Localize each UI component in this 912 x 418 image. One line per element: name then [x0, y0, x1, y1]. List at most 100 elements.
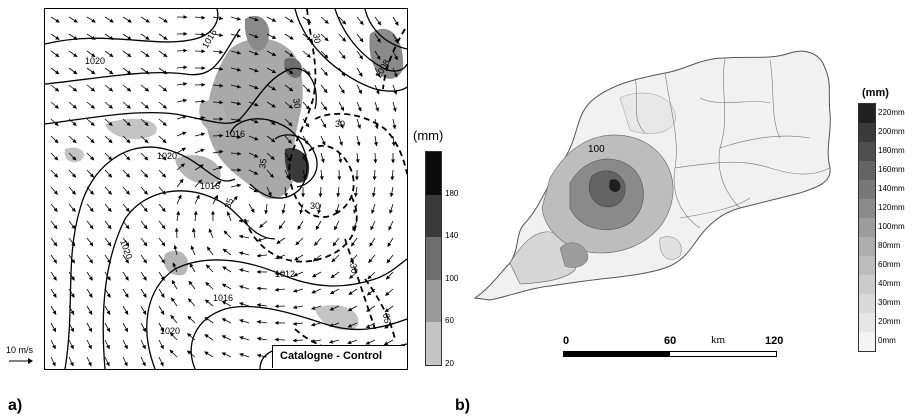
wind-vector: [239, 268, 250, 273]
wind-vector: [158, 33, 168, 40]
wind-vector: [347, 339, 358, 345]
wind-vector: [248, 135, 259, 141]
wind-vector: [140, 271, 147, 281]
wind-vector: [230, 135, 242, 140]
wind-vector: [314, 237, 322, 246]
wind-vector: [293, 271, 304, 277]
wind-vector: [239, 353, 250, 358]
wind-vector: [248, 50, 259, 56]
wind-vector: [212, 180, 222, 188]
wind-vector: [295, 237, 304, 246]
wind-vector: [104, 118, 113, 126]
wind-vector: [86, 220, 94, 230]
wind-vector: [86, 271, 93, 281]
wind-vector: [312, 271, 322, 278]
wind-vector: [204, 351, 214, 358]
contour-label: 30: [348, 263, 360, 275]
wind-vector: [68, 152, 77, 161]
wind-vector: [338, 50, 346, 60]
wind-vector: [284, 84, 294, 92]
wind-vector: [264, 203, 269, 215]
wind-vector: [248, 186, 258, 193]
wind-vector: [50, 305, 57, 315]
wind-vector: [158, 84, 168, 92]
wind-vector: [189, 263, 196, 273]
wind-vector: [140, 50, 150, 58]
wind-vector: [248, 67, 259, 73]
wind-vector: [221, 335, 232, 341]
wind-vector: [104, 152, 113, 161]
wind-vector: [190, 245, 196, 256]
wind-vector: [158, 254, 166, 264]
wind-vector: [226, 211, 232, 222]
contour-label-100: 100: [588, 144, 605, 155]
wind-vector: [311, 305, 322, 310]
wind-vector: [174, 227, 179, 239]
wind-vector: [256, 253, 268, 258]
wind-vector: [239, 302, 250, 307]
wind-vector: [369, 237, 376, 247]
wind-vector: [374, 101, 379, 112]
wind-vector: [50, 152, 59, 161]
wind-vector: [230, 67, 242, 72]
wind-vector: [266, 50, 277, 57]
wind-vector: [50, 237, 58, 247]
wind-vector: [205, 264, 214, 273]
scale-bar-fill: [564, 352, 670, 356]
wind-vector: [122, 271, 129, 281]
wind-vector: [320, 118, 327, 129]
colorbar-tick-label: 60mm: [878, 259, 901, 269]
wind-vector: [188, 280, 196, 290]
wind-vector: [140, 254, 148, 264]
wind-vector: [320, 16, 329, 24]
panel-a-label: a): [8, 397, 23, 414]
wind-vector: [374, 135, 379, 147]
contour-label: 30: [291, 98, 303, 110]
contour-label: 30: [311, 33, 323, 45]
wind-vector: [338, 152, 343, 164]
wind-vector: [205, 282, 214, 290]
wind-vector: [122, 135, 131, 144]
wind-vector: [256, 319, 268, 324]
wind-vector: [384, 305, 394, 313]
wind-vector: [208, 228, 214, 239]
wind-vector: [329, 305, 340, 311]
wind-vector: [104, 186, 112, 195]
wind-vector: [50, 203, 58, 213]
wind-vector: [158, 305, 165, 315]
wind-vector: [317, 203, 322, 214]
wind-vector: [173, 244, 178, 256]
colorbar-segment: [859, 313, 875, 332]
colorbar-segment: [426, 322, 441, 365]
colorbar-tick-label: 120mm: [878, 202, 905, 212]
wind-vector: [140, 305, 147, 315]
wind-vector: [212, 83, 224, 88]
wind-vector: [187, 315, 196, 324]
wind-vector: [338, 33, 346, 42]
contour-label: 35: [257, 158, 269, 170]
wind-vector: [299, 203, 304, 215]
wind-vector: [302, 67, 311, 75]
wind-vector: [170, 314, 178, 324]
wind-vector: [122, 356, 128, 367]
wind-vector: [248, 203, 255, 213]
wind-vector: [266, 152, 275, 160]
wind-vector: [389, 186, 394, 198]
wind-vector: [278, 220, 286, 230]
wind-vector: [176, 131, 187, 137]
wind-vector: [256, 336, 268, 341]
wind-vector: [158, 339, 164, 350]
wind-vector: [50, 254, 58, 264]
panel-b-label: b): [455, 397, 471, 414]
scale-mid: 60: [664, 335, 677, 347]
wind-vector: [50, 33, 60, 40]
colorbar-tick-label: 30mm: [878, 297, 901, 307]
wind-vector: [68, 339, 74, 350]
wind-vector: [297, 220, 304, 230]
wind-vector: [68, 84, 78, 92]
wind-vector: [193, 210, 198, 222]
wind-vector: [50, 67, 60, 75]
colorbar-tick-label: 100mm: [878, 221, 905, 231]
wind-vector: [122, 254, 130, 264]
wind-vector: [221, 283, 232, 290]
